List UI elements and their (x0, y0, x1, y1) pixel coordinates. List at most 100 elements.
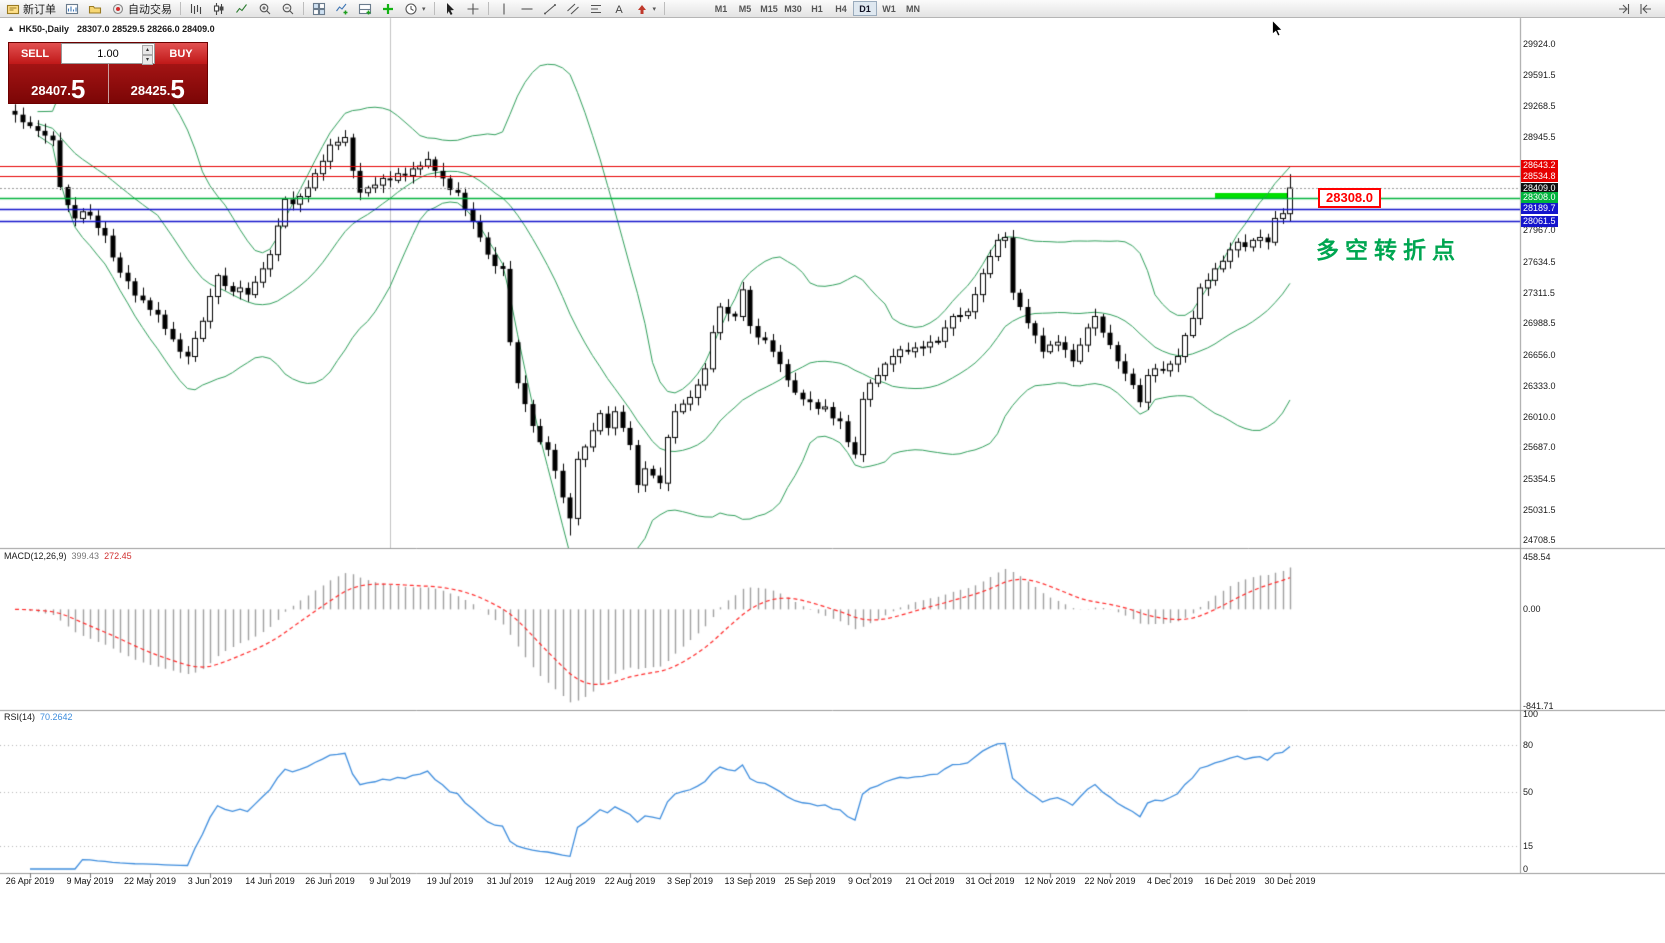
toolbar-button-label: 自动交易 (128, 3, 172, 16)
order-panel-header-row: SELL 1.00 ▴ ▾ BUY (9, 43, 207, 65)
toolbar-arrow-tool-button[interactable]: ▾ (631, 1, 661, 17)
volume-box[interactable]: 1.00 ▴ ▾ (61, 43, 155, 65)
vline-icon (502, 3, 505, 14)
buy-price-big: 5 (170, 73, 185, 104)
indicator-add-icon (336, 3, 348, 14)
toolbar-period-menu-button[interactable]: ▾ (400, 1, 430, 17)
sell-price-small: 28407. (31, 83, 71, 98)
toolbar-new-order-button[interactable]: 新订单 (2, 1, 60, 17)
rsi-value: 70.2642 (40, 712, 73, 722)
buy-price-small: 28425. (130, 83, 171, 98)
sell-price-big: 5 (70, 73, 86, 104)
toolbar-candlestick-mode-button[interactable] (208, 1, 230, 17)
toolbar-profiles-button[interactable] (84, 1, 106, 17)
toolbar-separator (303, 2, 304, 15)
order-panel-prices-row: 28407. 5 28425. 5 (9, 64, 207, 103)
svg-text:A: A (615, 4, 623, 16)
candle-icon (213, 2, 224, 15)
toolbar-fibonacci-tool-button[interactable] (585, 1, 607, 17)
buy-button[interactable]: BUY (155, 43, 207, 64)
timeframe-h4-button[interactable]: H4 (829, 1, 853, 16)
sell-button[interactable]: SELL (9, 43, 61, 64)
toolbar-bar-chart-mode-button[interactable] (185, 1, 207, 17)
toolbar-indicator-window-button[interactable] (354, 1, 376, 17)
caret-down-icon: ▾ (422, 5, 426, 13)
toolbar-new-chart-button[interactable] (61, 1, 83, 17)
clock-icon (405, 2, 417, 15)
tiles-icon (312, 2, 326, 15)
macd-label: MACD(12,26,9) 399.43 272.45 (4, 551, 132, 561)
timeframe-mn-button[interactable]: MN (901, 1, 925, 16)
toolbar-cursor-tool-button[interactable] (439, 1, 461, 17)
toolbar-horizontal-line-tool-button[interactable] (516, 1, 538, 17)
collapse-panel-icon[interactable]: ▲ (7, 24, 15, 33)
macd-signal-value: 272.45 (104, 551, 132, 561)
fibo-icon (590, 4, 601, 13)
symbol-period-label: HK50-,Daily (19, 24, 70, 34)
timeframe-m15-button[interactable]: M15 (757, 1, 781, 16)
volume-spinner[interactable]: ▴ ▾ (142, 45, 153, 65)
macd-main-value: 399.43 (71, 551, 100, 561)
timeframe-h1-button[interactable]: H1 (805, 1, 829, 16)
crosshair-icon (467, 3, 479, 14)
toolbar-indicators-button[interactable] (331, 1, 353, 17)
toolbar-zoom-in-button[interactable] (254, 1, 276, 17)
turning-point-annotation: 多空转折点 (1316, 237, 1461, 263)
linechart-icon (236, 3, 247, 13)
timeframe-group: M1 M5 M15 M30 H1 H4 D1 W1 MN (709, 1, 925, 16)
toolbar-channel-tool-button[interactable] (562, 1, 584, 17)
chart-window-icon (65, 3, 79, 14)
timeframe-w1-button[interactable]: W1 (877, 1, 901, 16)
rsi-label: RSI(14) 70.2642 (4, 712, 73, 722)
toolbar-trendline-tool-button[interactable] (539, 1, 561, 17)
arrowT-icon (637, 4, 646, 14)
toolbar-separator (433, 2, 435, 15)
rsi-name: RSI(14) (4, 712, 36, 722)
toolbar-separator (487, 2, 489, 15)
mouse-cursor-icon (1272, 20, 1283, 37)
toolbar-chart-shift-button[interactable] (1613, 1, 1635, 17)
sell-price[interactable]: 28407. 5 (9, 64, 109, 103)
profiles-icon (88, 5, 102, 14)
toolbar: 新订单 自动交易 ▾ A ▾ M1 M5 M15 M30 H1 H4 D1 W1 MN (0, 0, 1665, 18)
one-click-trading-panel: SELL 1.00 ▴ ▾ BUY 28407. 5 28425. 5 (8, 42, 208, 104)
toolbar-crosshair-tool-button[interactable] (462, 1, 484, 17)
zoom-in-icon (259, 3, 271, 14)
zoom-out-icon (282, 3, 294, 14)
toolbar-button-label: 新订单 (23, 3, 56, 16)
timeframe-m1-button[interactable]: M1 (709, 1, 733, 16)
spinner-down-icon[interactable]: ▾ (142, 55, 153, 65)
plus-green-icon (383, 3, 393, 14)
toolbar-right-group (1613, 1, 1657, 17)
channel-icon (566, 3, 579, 14)
scroll-icon (1640, 3, 1651, 14)
macd-name: MACD(12,26,9) (4, 551, 67, 561)
shift-icon (1619, 3, 1630, 14)
toolbar-add-indicator-button[interactable] (377, 1, 399, 17)
toolbar-tile-windows-button[interactable] (308, 1, 330, 17)
timeframe-m30-button[interactable]: M30 (781, 1, 805, 16)
timeframe-d1-button[interactable]: D1 (853, 1, 878, 16)
toolbar-zoom-out-button[interactable] (277, 1, 299, 17)
caret-down-icon: ▾ (652, 5, 657, 13)
textA-icon: A (615, 4, 623, 16)
spinner-up-icon[interactable]: ▴ (142, 45, 153, 55)
chart-title: HK50-,Daily 28307.0 28529.5 28266.0 2840… (19, 24, 215, 34)
trend-icon (543, 3, 556, 14)
power-icon (112, 3, 124, 14)
toolbar-separator (180, 2, 181, 15)
volume-value: 1.00 (97, 47, 119, 60)
price-annotation-box[interactable]: 28308.0 (1318, 188, 1381, 208)
timeframe-m5-button[interactable]: M5 (733, 1, 757, 16)
ohlc-values-label: 28307.0 28529.5 28266.0 28409.0 (77, 24, 215, 34)
toolbar-auto-scroll-button[interactable] (1635, 1, 1657, 17)
buy-price[interactable]: 28425. 5 (108, 64, 207, 104)
toolbar-line-chart-mode-button[interactable] (231, 1, 253, 17)
toolbar-text-tool-button[interactable]: A (608, 1, 630, 17)
cursor-icon (446, 2, 454, 15)
toolbar-vertical-line-tool-button[interactable] (493, 1, 515, 17)
ticket-icon (6, 4, 20, 14)
toolbar-autotrading-button[interactable]: 自动交易 (107, 1, 176, 17)
